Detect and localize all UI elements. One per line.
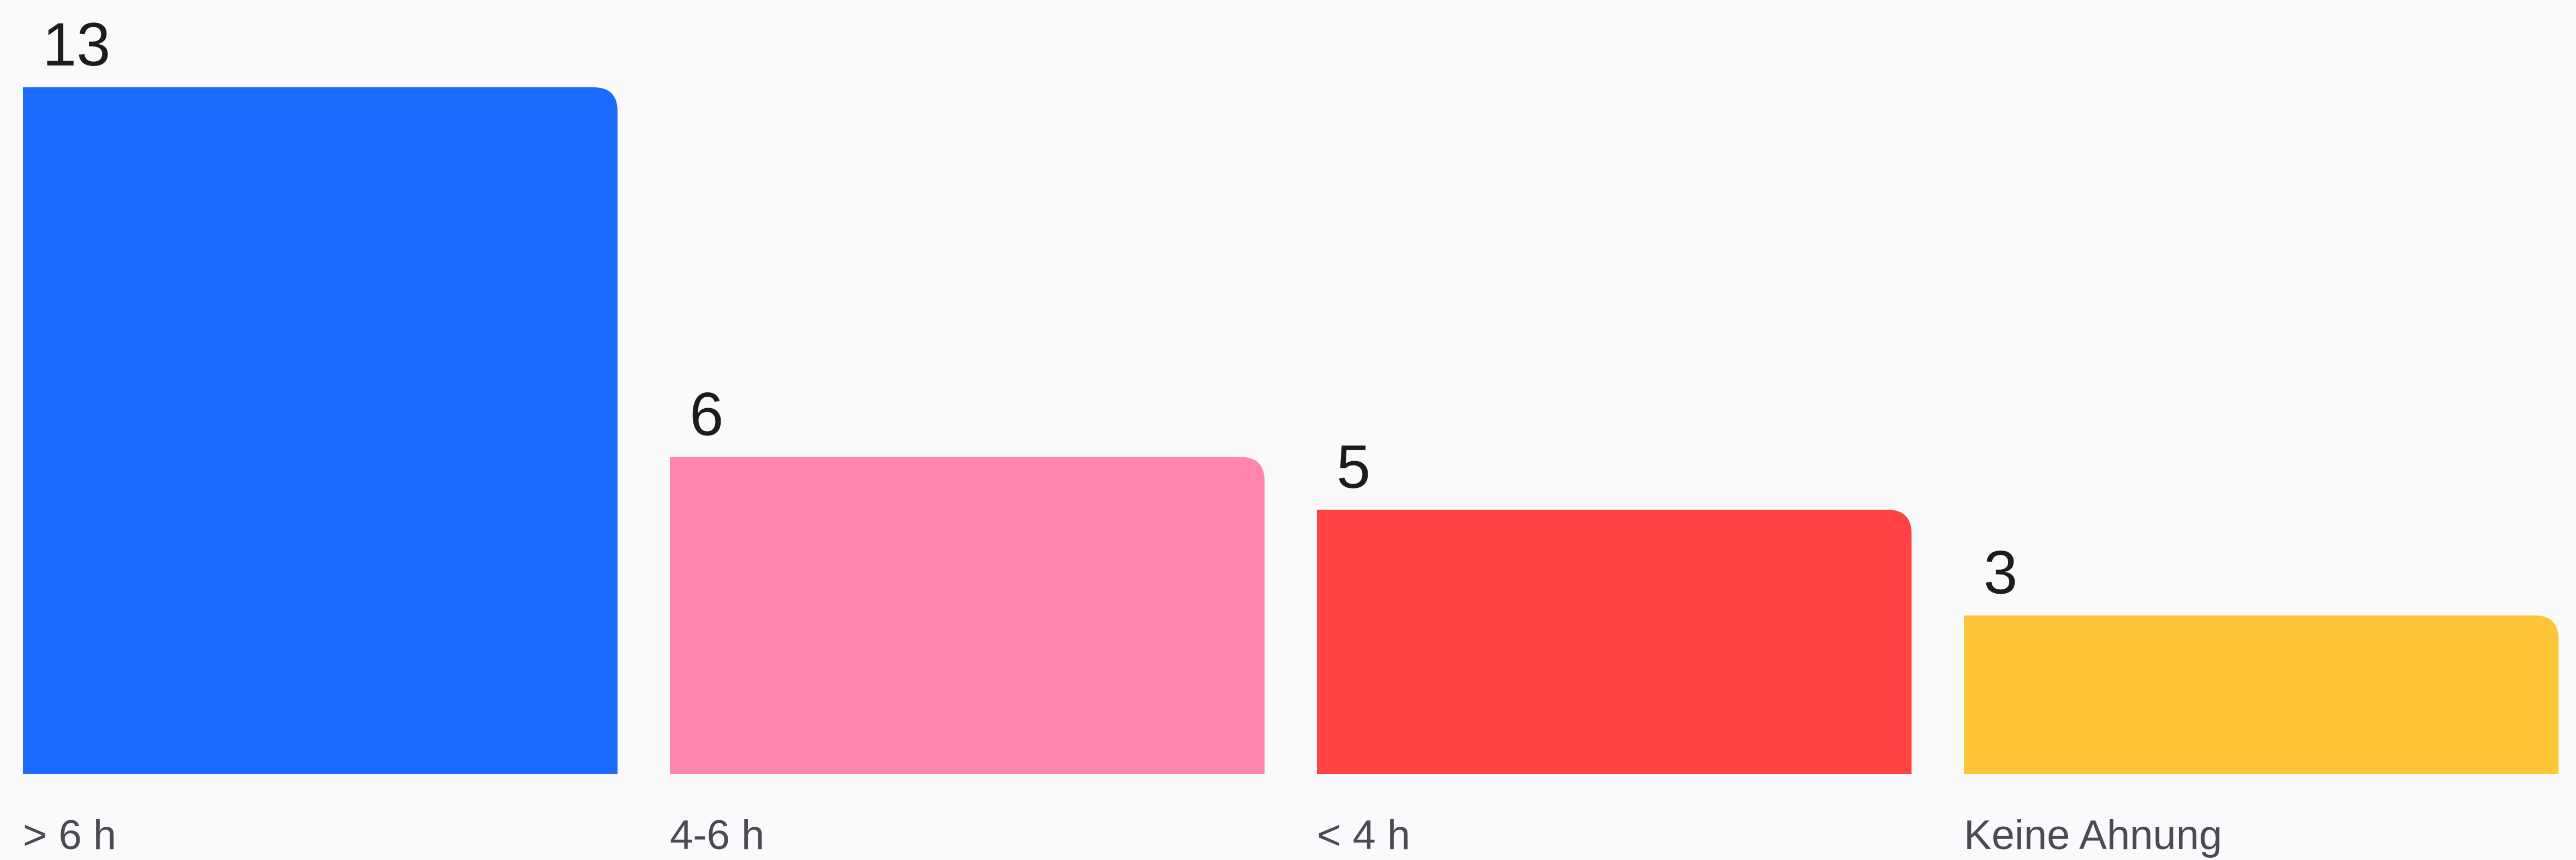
bars-group [23, 87, 2559, 774]
category-label-4: Keine Ahnung [1964, 812, 2222, 858]
bar-4 [1964, 615, 2559, 774]
bar-1 [23, 87, 618, 774]
bar-2 [670, 457, 1265, 774]
bar-value-label-1: 13 [43, 10, 111, 79]
category-label-1: > 6 h [23, 812, 116, 858]
bar-3 [1317, 510, 1912, 774]
value-labels-group: 13 6 5 3 [43, 10, 2017, 607]
category-label-2: 4-6 h [670, 812, 764, 858]
bar-value-label-4: 3 [1984, 539, 2017, 607]
category-label-3: < 4 h [1317, 812, 1410, 858]
bar-value-label-3: 5 [1337, 433, 1370, 501]
bar-value-label-2: 6 [690, 380, 723, 448]
category-labels-group: > 6 h 4-6 h < 4 h Keine Ahnung [23, 812, 2222, 858]
